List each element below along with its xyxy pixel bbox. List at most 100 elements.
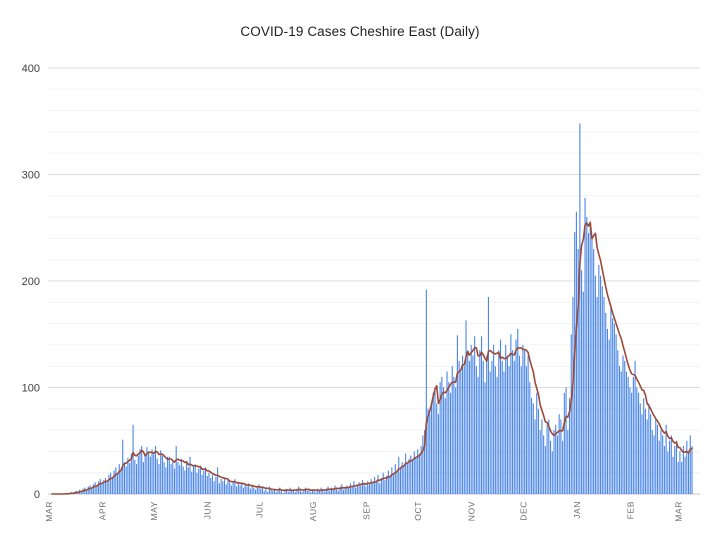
daily-cases-bar <box>346 485 348 494</box>
daily-cases-bar <box>137 455 139 494</box>
daily-cases-bar <box>253 487 255 494</box>
daily-cases-bar <box>160 450 162 494</box>
daily-cases-bar <box>204 467 207 495</box>
daily-cases-bar <box>510 334 512 494</box>
daily-cases-bar <box>527 355 529 494</box>
daily-cases-bar <box>315 491 317 494</box>
daily-cases-bar <box>106 481 108 494</box>
daily-cases-bar <box>173 468 176 494</box>
daily-cases-bar <box>546 424 548 494</box>
y-tick-label: 300 <box>22 170 40 182</box>
daily-cases-bar <box>177 462 179 494</box>
x-axis-labels: MAR APR MAY JUN JUL AUG SEP OCT NOV DEC JAN FEB MAR <box>44 501 684 522</box>
daily-cases-bar <box>203 470 205 494</box>
daily-cases-bar <box>380 478 383 494</box>
daily-cases-bar <box>413 451 415 494</box>
daily-cases-bar <box>411 460 414 494</box>
daily-cases-bar <box>606 328 609 494</box>
daily-cases-bar <box>501 360 503 495</box>
daily-cases-bars <box>65 123 693 495</box>
daily-cases-bar <box>118 464 120 494</box>
daily-cases-bar <box>437 414 439 495</box>
daily-cases-bar <box>639 403 641 494</box>
daily-cases-bar <box>482 360 484 495</box>
daily-cases-bar <box>215 476 217 494</box>
daily-cases-bar <box>524 350 526 494</box>
daily-cases-bar <box>367 481 369 494</box>
x-tick-label-month: JUN <box>203 501 213 519</box>
daily-cases-bar <box>518 355 521 494</box>
daily-cases-bar <box>198 468 200 494</box>
daily-cases-bar <box>318 490 320 494</box>
daily-cases-bar <box>236 486 238 494</box>
daily-cases-bar <box>130 453 132 494</box>
daily-cases-bar <box>684 456 686 494</box>
daily-cases-bar <box>548 419 550 494</box>
daily-cases-bar <box>643 398 645 494</box>
daily-cases-bar <box>299 490 301 494</box>
daily-cases-bar <box>241 482 243 494</box>
daily-cases-bar <box>273 488 276 494</box>
daily-cases-bar <box>382 472 384 494</box>
daily-cases-bar <box>577 249 579 494</box>
daily-cases-bar <box>103 480 105 494</box>
daily-cases-bar <box>225 484 227 494</box>
daily-cases-bar <box>365 486 367 494</box>
daily-cases-bar <box>206 475 208 494</box>
daily-cases-bar <box>531 398 533 494</box>
daily-cases-bar <box>522 344 524 494</box>
daily-cases-bar <box>191 471 193 494</box>
trend-line <box>51 221 693 495</box>
daily-cases-bar <box>434 387 436 494</box>
daily-cases-bar <box>525 366 527 494</box>
daily-cases-bar <box>432 392 434 494</box>
daily-cases-bar <box>603 296 605 494</box>
daily-cases-bar <box>515 339 517 494</box>
daily-cases-bar <box>405 453 407 494</box>
daily-cases-bar <box>339 486 341 494</box>
daily-cases-bar <box>420 446 422 494</box>
daily-cases-bar <box>656 424 659 494</box>
daily-cases-bar <box>153 454 155 494</box>
daily-cases-bar <box>98 481 100 494</box>
daily-cases-bar <box>187 467 189 495</box>
daily-cases-bar <box>568 398 571 494</box>
daily-cases-bar <box>487 296 489 494</box>
daily-cases-bar <box>324 491 326 494</box>
daily-cases-bar <box>620 371 622 494</box>
daily-cases-bar <box>468 360 471 495</box>
daily-cases-bar <box>682 446 684 494</box>
daily-cases-bar <box>679 451 681 494</box>
daily-cases-bar <box>477 376 479 494</box>
daily-cases-bar <box>677 462 679 494</box>
daily-cases-bar <box>244 484 246 494</box>
daily-cases-bar <box>142 462 144 494</box>
daily-cases-bar <box>125 466 127 494</box>
daily-cases-bar <box>534 419 536 494</box>
daily-cases-bar <box>669 440 671 494</box>
minor-gridlines <box>48 88 700 474</box>
daily-cases-bar <box>386 475 388 494</box>
daily-cases-bar <box>456 335 458 494</box>
daily-cases-bar <box>427 408 429 494</box>
x-tick-label-month: NOV <box>467 501 477 521</box>
x-tick-label-month: FEB <box>625 501 635 519</box>
daily-cases-bar <box>110 472 112 494</box>
daily-cases-bar <box>681 462 683 494</box>
daily-cases-bar <box>363 483 365 494</box>
daily-cases-bar <box>327 486 329 494</box>
daily-cases-bar <box>154 446 157 494</box>
daily-cases-bar <box>691 446 693 494</box>
daily-cases-bar <box>651 430 653 494</box>
daily-cases-bar <box>584 197 586 494</box>
daily-cases-bar <box>270 489 272 494</box>
daily-cases-bar <box>422 435 424 494</box>
daily-cases-bar <box>120 468 122 494</box>
daily-cases-bar <box>151 449 153 494</box>
daily-cases-bar <box>579 123 581 494</box>
daily-cases-bar <box>446 371 448 494</box>
daily-cases-bar <box>601 286 603 494</box>
daily-cases-bar <box>636 387 638 494</box>
daily-cases-bar <box>374 476 376 494</box>
daily-cases-bar <box>596 296 598 494</box>
